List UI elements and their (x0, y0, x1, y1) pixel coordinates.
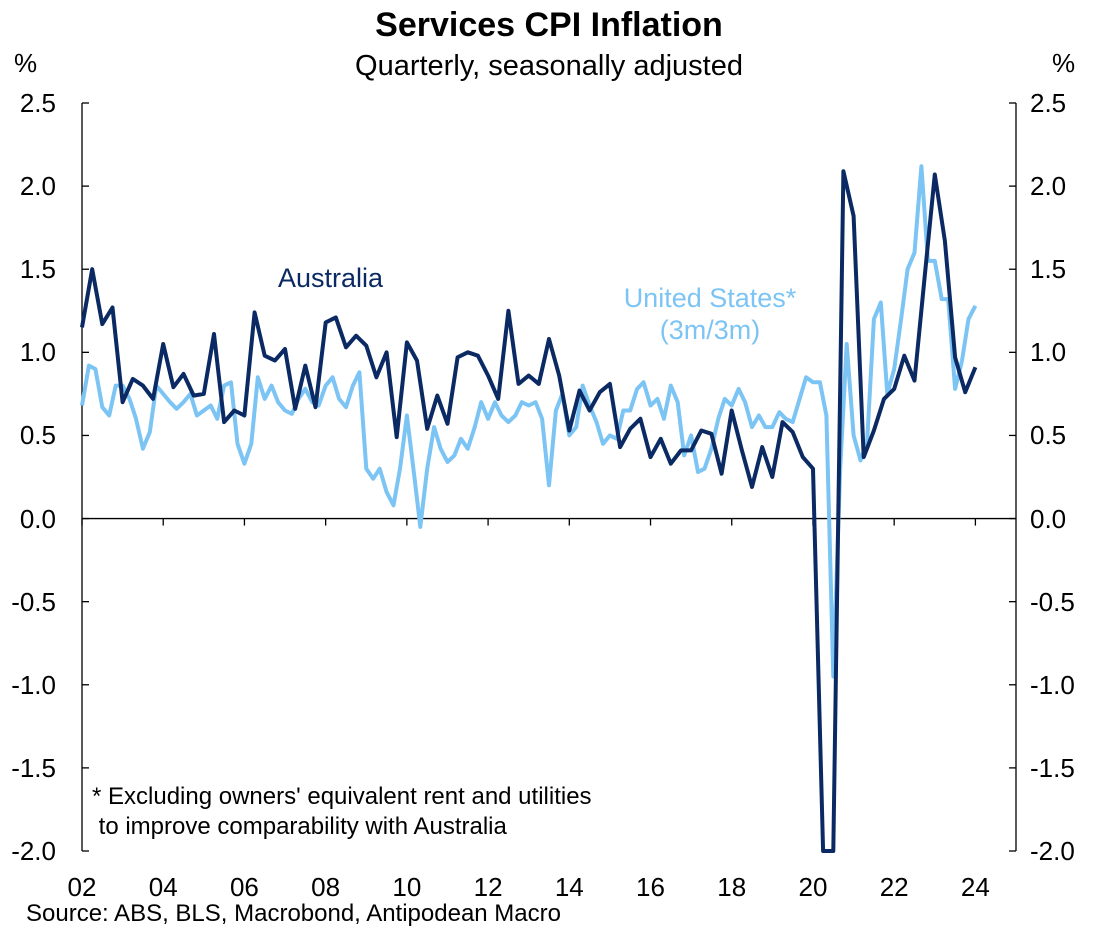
x-tick-label: 06 (229, 872, 259, 902)
x-tick-label: 08 (311, 872, 341, 902)
x-tick-label: 24 (960, 872, 990, 902)
right-tick-label: 0.5 (1030, 420, 1067, 451)
left-tick-label: 2.0 (19, 171, 56, 202)
chart-title: Services CPI Inflation (375, 6, 723, 44)
left-tick-label: 1.5 (19, 254, 56, 285)
right-tick-label: 0.0 (1030, 503, 1067, 534)
right-tick-label: -2.0 (1030, 836, 1075, 866)
left-tick-label: 2.5 (19, 88, 56, 118)
left-tick-label: -0.5 (11, 586, 56, 617)
x-tick-label: 12 (473, 872, 503, 902)
x-tick-label: 10 (392, 872, 422, 902)
x-tick-label: 04 (148, 872, 178, 902)
left-tick-label: 1.0 (19, 337, 56, 368)
series-line-australia (80, 169, 978, 853)
right-tick-label: 1.5 (1030, 254, 1067, 285)
series-label-us-line2: (3m/3m) (659, 315, 761, 345)
left-tick-label: -1.5 (11, 752, 56, 783)
left-tick-label: -2.0 (11, 836, 56, 866)
series-label-united-states: United States* (3m/3m) (598, 282, 822, 346)
right-tick-label: 2.5 (1030, 88, 1067, 118)
left-tick-label: 0.0 (19, 503, 56, 534)
x-tick-label: 22 (879, 872, 909, 902)
x-tick-label: 16 (636, 872, 665, 902)
x-tick-label: 18 (717, 872, 747, 902)
right-axis-unit: % (1052, 48, 1076, 78)
right-tick-label: -1.0 (1030, 669, 1075, 700)
x-tick-label: 20 (798, 872, 828, 902)
chart-subtitle: Quarterly, seasonally adjusted (355, 50, 743, 82)
right-tick-label: -0.5 (1030, 586, 1075, 617)
right-tick-label: 2.0 (1030, 171, 1067, 202)
footnote: * Excluding owners' equivalent rent and … (92, 783, 592, 840)
series-label-us-line1: United States* (623, 283, 797, 313)
x-tick-label: 14 (554, 872, 584, 902)
source-note: Source: ABS, BLS, Macrobond, Antipodean … (26, 900, 561, 927)
series-label-australia: Australia (278, 263, 384, 293)
left-axis-unit: % (14, 48, 38, 78)
right-tick-label: -1.5 (1030, 752, 1075, 783)
right-tick-label: 1.0 (1030, 337, 1067, 368)
series-line-united-states (80, 164, 978, 679)
x-tick-label: 02 (67, 872, 97, 902)
left-tick-label: -1.0 (11, 669, 56, 700)
left-tick-label: 0.5 (19, 420, 56, 451)
